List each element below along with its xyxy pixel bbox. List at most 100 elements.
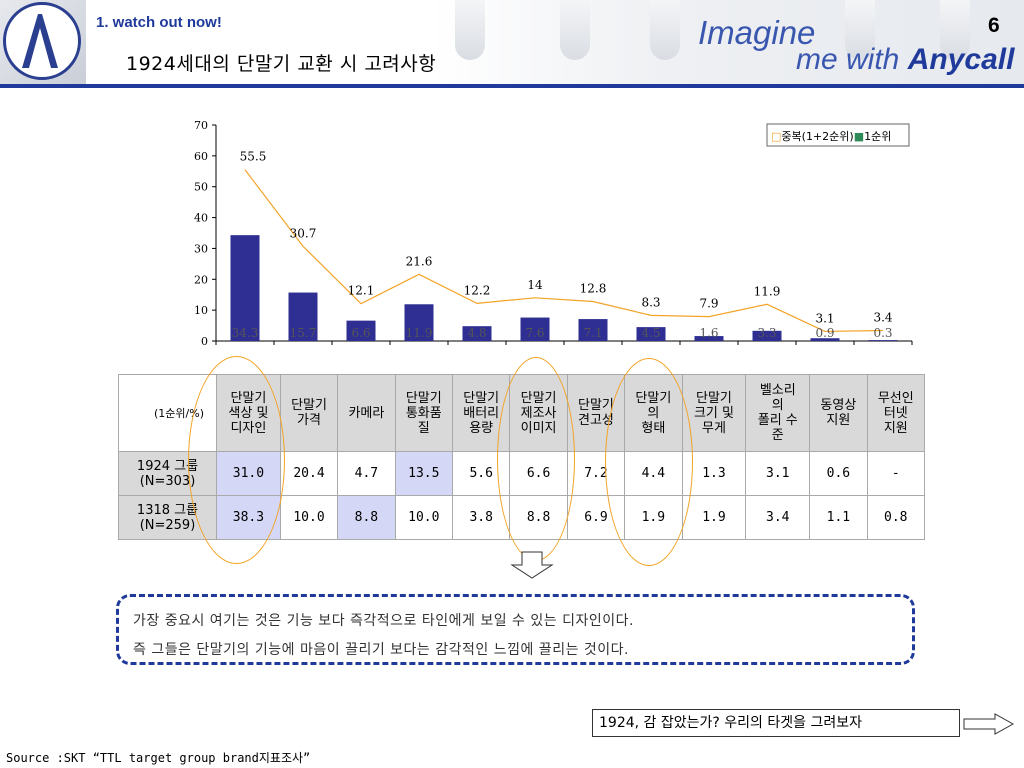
callout-line-1: 가장 중요시 여기는 것은 기능 보다 즉각적으로 타인에게 보일 수 있는 디…	[133, 613, 634, 629]
down-arrow-icon	[510, 551, 554, 579]
chart-labels: 34.3 15.7 6.6 11.9 4.8 7.6 7.1 4.5 1.6 3.3 0.9 0.3 5…	[232, 150, 893, 340]
brand-line2: me with Anycall	[796, 43, 1014, 77]
line-value-label: 3.4	[873, 311, 892, 325]
chart-line	[244, 169, 884, 333]
bar	[694, 336, 724, 341]
line-value-label: 8.3	[641, 295, 660, 309]
bar	[868, 340, 898, 341]
logo	[0, 0, 86, 86]
line-value-label: 12.8	[580, 282, 607, 296]
bar-value-label: 15.7	[290, 326, 317, 340]
page-number: 6	[988, 14, 1000, 37]
table-cell: 13.5	[394, 451, 453, 496]
bar-value-label: 3.3	[757, 326, 776, 340]
page-title: 1924세대의 단말기 교환 시 고려사항	[126, 53, 437, 75]
bar	[636, 327, 666, 341]
y-tick-label: 40	[194, 212, 208, 225]
bar	[288, 292, 318, 341]
bar-value-label: 11.9	[406, 326, 433, 340]
legend-entry-line: □중복(1+2순위)■1순위	[771, 130, 891, 143]
chart-axes: 0 10 20 30 40 50 60 70	[194, 119, 913, 348]
table-cell: 3.4	[745, 495, 811, 540]
bar	[578, 319, 608, 341]
line-value-label: 14	[527, 278, 543, 292]
bar-value-label: 7.1	[583, 326, 602, 340]
highlight-ellipse	[497, 357, 575, 561]
chart-legend: □중복(1+2순위)■1순위	[766, 123, 910, 147]
y-tick-label: 60	[194, 150, 208, 163]
bar	[752, 330, 782, 341]
right-arrow-icon	[963, 713, 1015, 735]
line-value-label: 12.2	[464, 283, 491, 297]
decor-shape	[940, 0, 970, 60]
y-tick-label: 50	[194, 181, 208, 194]
bar	[462, 326, 492, 341]
column-header: 단말기 통화품 질	[394, 374, 453, 452]
table-cell: 4.7	[337, 451, 396, 496]
bar-value-label: 1.6	[699, 326, 718, 340]
table-cell: 10.0	[279, 495, 339, 540]
logo-a-icon	[22, 14, 58, 68]
bar	[346, 320, 376, 341]
brand-name: Anycall	[907, 43, 1015, 76]
legend-marker-bar: ■	[854, 130, 864, 143]
brand-line1: Imagine	[698, 14, 816, 51]
legend-marker-line: □	[771, 130, 781, 143]
table-cell: 3.1	[745, 451, 811, 496]
table-cell: 8.8	[337, 495, 396, 540]
decor-shape	[650, 0, 680, 60]
header: 1. watch out now! 1924세대의 단말기 교환 시 고려사항 …	[0, 0, 1024, 88]
legend-box	[766, 123, 910, 147]
highlight-ellipse	[605, 358, 693, 566]
y-tick-label: 70	[194, 119, 208, 132]
line-value-label: 7.9	[699, 297, 718, 311]
legend-label-bar: 1순위	[864, 130, 891, 143]
y-tick-label: 0	[201, 335, 208, 348]
line-value-label: 30.7	[290, 226, 317, 240]
bar	[520, 317, 550, 341]
source-note: Source :SKT “TTL target group brand지표조사”	[6, 751, 311, 765]
column-header: 동영상 지원	[809, 374, 868, 452]
legend-label-line: 중복(1+2순위)	[781, 130, 853, 143]
line-value-label: 21.6	[406, 254, 433, 268]
table-cell: 0.8	[866, 495, 926, 540]
column-header: 카메라	[337, 374, 396, 452]
brand-prefix: me with	[796, 43, 908, 76]
target-note: 1924, 감 잡았는가? 우리의 타겟을 그려보자	[592, 709, 960, 737]
bar-value-label: 34.3	[232, 326, 259, 340]
bar-value-label: 0.3	[873, 326, 892, 340]
y-tick-label: 20	[194, 273, 208, 286]
table-cell: 1.9	[681, 495, 747, 540]
table-cell: 1.1	[809, 495, 868, 540]
chart-bars	[230, 235, 898, 341]
callout-line-2: 즉 그들은 단말기의 기능에 마음이 끌리기 보다는 감각적인 느낌에 끌리는 …	[133, 642, 629, 658]
callout-box: 가장 중요시 여기는 것은 기능 보다 즉각적으로 타인에게 보일 수 있는 디…	[116, 594, 915, 665]
bar-value-label: 4.5	[641, 326, 660, 340]
decor-shape	[455, 0, 485, 60]
highlight-ellipse	[188, 356, 285, 564]
header-background	[430, 0, 1024, 86]
column-header: 단말기 크기 및 무게	[681, 374, 747, 452]
table-cell: 10.0	[394, 495, 453, 540]
column-header: 단말기 가격	[279, 374, 339, 452]
decor-shape	[845, 0, 875, 60]
bar	[404, 304, 434, 341]
line-value-label: 12.1	[348, 284, 375, 298]
line-series	[244, 169, 884, 333]
bar-value-label: 0.9	[815, 326, 834, 340]
bar-value-label: 7.6	[525, 326, 544, 340]
table-cell: 20.4	[279, 451, 339, 496]
line-value-label: 55.5	[240, 150, 267, 164]
chart: 0 10 20 30 40 50 60 70 34.3 15.7 6.6 11.9 4.8 7.6 7.1…	[194, 119, 913, 348]
table-cell: 0.6	[809, 451, 868, 496]
decor-shape	[560, 0, 590, 60]
bar	[230, 235, 260, 341]
section-label: 1. watch out now!	[96, 14, 222, 31]
column-header: 무선인 터넷 지원	[866, 374, 926, 452]
line-value-label: 3.1	[815, 311, 834, 325]
header-rule	[0, 84, 1024, 88]
line-value-label: 11.9	[754, 284, 781, 298]
table-cell: -	[866, 451, 926, 496]
y-tick-label: 30	[194, 242, 208, 255]
